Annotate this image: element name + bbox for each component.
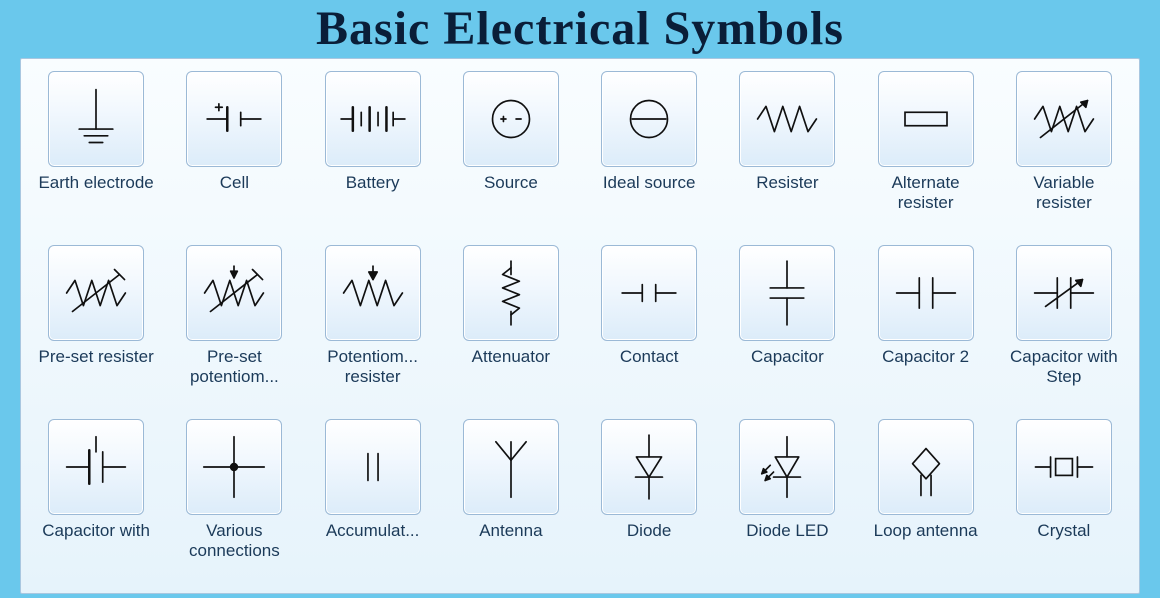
symbol-label: Accumulat...	[313, 521, 433, 561]
various-connections-icon	[186, 419, 282, 515]
symbol-cell-source[interactable]: Source	[442, 69, 580, 243]
preset-potentiometer-icon	[186, 245, 282, 341]
symbol-label: Capacitor 2	[866, 347, 986, 387]
loop-antenna-icon	[878, 419, 974, 515]
symbol-cell-preset-potentiometer[interactable]: Pre-set potentiom...	[165, 243, 303, 417]
symbol-cell-capacitor-step[interactable]: Capacitor with Step	[995, 243, 1133, 417]
symbol-label: Cell	[174, 173, 294, 213]
symbol-cell-accumulator[interactable]: Accumulat...	[304, 417, 442, 591]
page: Basic Electrical Symbols Earth electrode…	[0, 0, 1160, 598]
symbol-cell-loop-antenna[interactable]: Loop antenna	[857, 417, 995, 591]
symbol-cell-antenna[interactable]: Antenna	[442, 417, 580, 591]
symbol-label: Capacitor with Step	[1004, 347, 1124, 387]
symbol-cell-earth-electrode[interactable]: Earth electrode	[27, 69, 165, 243]
crystal-icon	[1016, 419, 1112, 515]
symbol-label: Diode LED	[727, 521, 847, 561]
contact-icon	[601, 245, 697, 341]
symbol-cell-cell[interactable]: Cell	[165, 69, 303, 243]
resister-icon	[739, 71, 835, 167]
symbol-label: Crystal	[1004, 521, 1124, 561]
symbol-label: Potentiom... resister	[313, 347, 433, 387]
symbol-cell-various-connections[interactable]: Various connections	[165, 417, 303, 591]
accumulator-icon	[325, 419, 421, 515]
symbol-cell-diode-led[interactable]: Diode LED	[718, 417, 856, 591]
capacitor-with-icon	[48, 419, 144, 515]
capacitor-icon	[739, 245, 835, 341]
symbol-cell-crystal[interactable]: Crystal	[995, 417, 1133, 591]
potentiometer-resister-icon	[325, 245, 421, 341]
symbol-label: Ideal source	[589, 173, 709, 213]
source-icon	[463, 71, 559, 167]
symbol-label: Antenna	[451, 521, 571, 561]
symbol-label: Diode	[589, 521, 709, 561]
symbol-label: Pre-set potentiom...	[174, 347, 294, 387]
symbol-cell-preset-resister[interactable]: Pre-set resister	[27, 243, 165, 417]
symbol-cell-alternate-resister[interactable]: Alternate resister	[857, 69, 995, 243]
symbol-label: Alternate resister	[866, 173, 986, 213]
symbol-cell-capacitor[interactable]: Capacitor	[718, 243, 856, 417]
symbol-label: Various connections	[174, 521, 294, 561]
symbol-cell-variable-resister[interactable]: Variable resister	[995, 69, 1133, 243]
page-title: Basic Electrical Symbols	[20, 0, 1140, 58]
symbol-label: Contact	[589, 347, 709, 387]
attenuator-icon	[463, 245, 559, 341]
variable-resister-icon	[1016, 71, 1112, 167]
symbol-cell-battery[interactable]: Battery	[304, 69, 442, 243]
symbol-label: Source	[451, 173, 571, 213]
symbol-grid: Earth electrode Cell Battery Source Ideal so…	[20, 58, 1140, 594]
symbol-cell-capacitor-with[interactable]: Capacitor with	[27, 417, 165, 591]
symbol-label: Loop antenna	[866, 521, 986, 561]
symbol-label: Resister	[727, 173, 847, 213]
antenna-icon	[463, 419, 559, 515]
cell-icon	[186, 71, 282, 167]
symbol-label: Capacitor	[727, 347, 847, 387]
diode-icon	[601, 419, 697, 515]
symbol-label: Pre-set resister	[36, 347, 156, 387]
diode-led-icon	[739, 419, 835, 515]
earth-electrode-icon	[48, 71, 144, 167]
symbol-cell-resister[interactable]: Resister	[718, 69, 856, 243]
symbol-cell-capacitor-2[interactable]: Capacitor 2	[857, 243, 995, 417]
symbol-label: Battery	[313, 173, 433, 213]
ideal-source-icon	[601, 71, 697, 167]
symbol-cell-ideal-source[interactable]: Ideal source	[580, 69, 718, 243]
symbol-label: Attenuator	[451, 347, 571, 387]
symbol-cell-diode[interactable]: Diode	[580, 417, 718, 591]
symbol-label: Capacitor with	[36, 521, 156, 561]
symbol-cell-potentiometer-resister[interactable]: Potentiom... resister	[304, 243, 442, 417]
symbol-cell-contact[interactable]: Contact	[580, 243, 718, 417]
capacitor-step-icon	[1016, 245, 1112, 341]
symbol-label: Earth electrode	[36, 173, 156, 213]
preset-resister-icon	[48, 245, 144, 341]
symbol-cell-attenuator[interactable]: Attenuator	[442, 243, 580, 417]
battery-icon	[325, 71, 421, 167]
capacitor-2-icon	[878, 245, 974, 341]
alternate-resister-icon	[878, 71, 974, 167]
symbol-label: Variable resister	[1004, 173, 1124, 213]
